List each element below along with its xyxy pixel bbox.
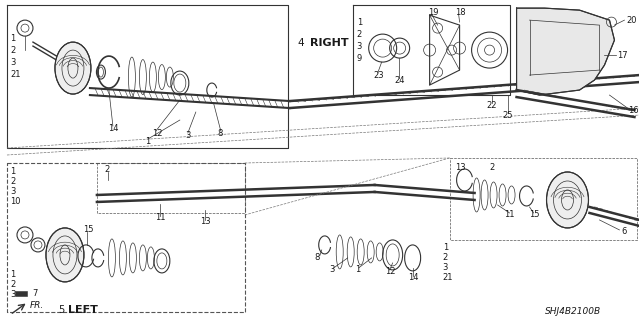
Text: 24: 24 (395, 76, 405, 85)
Text: 16: 16 (628, 106, 639, 115)
Text: 22: 22 (486, 100, 497, 109)
Text: 13: 13 (200, 218, 211, 226)
Text: 14: 14 (408, 273, 418, 282)
Ellipse shape (55, 42, 91, 94)
Ellipse shape (46, 228, 84, 282)
Text: 1: 1 (10, 33, 15, 43)
Text: 9: 9 (356, 54, 362, 63)
Text: 4: 4 (298, 38, 305, 48)
Text: 1: 1 (355, 265, 360, 274)
Text: 8: 8 (315, 253, 320, 263)
Text: 15: 15 (529, 211, 540, 219)
Text: 2: 2 (443, 253, 448, 263)
Text: 12: 12 (385, 267, 395, 276)
Text: 15: 15 (83, 226, 93, 234)
Text: RIGHT: RIGHT (310, 38, 348, 48)
Text: 2: 2 (104, 166, 109, 174)
Text: 21: 21 (443, 273, 453, 282)
Text: 3: 3 (443, 263, 448, 272)
Text: 11: 11 (504, 211, 515, 219)
Text: 2: 2 (10, 280, 15, 289)
Text: 12: 12 (152, 129, 163, 137)
Text: 1: 1 (10, 271, 15, 279)
Text: 6: 6 (621, 227, 627, 236)
Text: 25: 25 (502, 111, 513, 120)
Text: LEFT: LEFT (68, 305, 98, 315)
Text: 3: 3 (10, 290, 15, 300)
Text: 1: 1 (145, 137, 150, 145)
Text: 2: 2 (10, 177, 15, 187)
Text: 1: 1 (443, 243, 448, 252)
Ellipse shape (547, 172, 589, 228)
Text: 23: 23 (374, 70, 384, 79)
Text: 1: 1 (356, 18, 362, 26)
Text: 2: 2 (490, 164, 495, 173)
Text: 3: 3 (356, 41, 362, 51)
Text: 2: 2 (10, 46, 15, 55)
Text: 7: 7 (32, 289, 37, 298)
Text: 10: 10 (10, 197, 20, 206)
Text: 18: 18 (454, 8, 465, 17)
Text: 21: 21 (10, 70, 20, 78)
Text: 14: 14 (108, 123, 118, 132)
Bar (15, 291, 27, 296)
Text: 13: 13 (454, 164, 465, 173)
Text: FR.: FR. (30, 301, 44, 310)
Text: 11: 11 (155, 213, 165, 222)
Text: 3: 3 (10, 58, 15, 67)
Text: 19: 19 (428, 8, 438, 17)
Text: 3: 3 (10, 188, 15, 197)
Text: 5: 5 (58, 305, 64, 315)
Polygon shape (516, 8, 614, 95)
Text: 17: 17 (618, 51, 628, 60)
Text: 2: 2 (356, 30, 362, 39)
Text: 20: 20 (627, 16, 637, 25)
Text: SHJ4B2100B: SHJ4B2100B (545, 308, 601, 316)
Text: 3: 3 (330, 265, 335, 274)
Text: 1: 1 (10, 167, 15, 176)
Text: 8: 8 (218, 129, 223, 137)
Text: 3: 3 (185, 130, 190, 139)
